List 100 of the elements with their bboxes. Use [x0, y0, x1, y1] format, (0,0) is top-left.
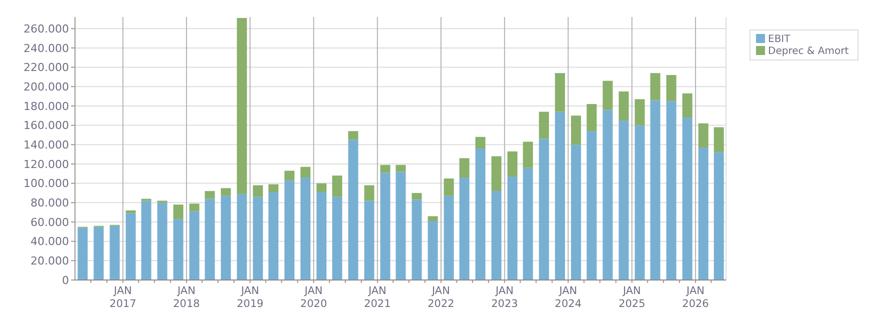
- bar: [141, 200, 152, 280]
- bar: [586, 104, 597, 132]
- bar: [268, 192, 278, 280]
- y-tick-label: 260.000: [24, 22, 69, 36]
- bar: [364, 200, 374, 280]
- bar: [507, 151, 518, 177]
- bar: [618, 91, 629, 120]
- bar: [380, 164, 390, 173]
- bar: [475, 136, 486, 148]
- bar: [189, 211, 200, 280]
- bar: [110, 226, 120, 280]
- bar: [220, 196, 231, 280]
- y-tick-label: 140.000: [24, 138, 69, 152]
- bar: [78, 228, 88, 280]
- bar: [650, 73, 660, 100]
- legend-label: EBIT: [768, 34, 792, 45]
- y-tick-label: 160.000: [24, 119, 69, 132]
- bar: [444, 178, 454, 196]
- bar: [396, 164, 406, 172]
- bar: [475, 148, 486, 280]
- x-tick-label: JAN 2017: [110, 285, 136, 310]
- bar: [412, 192, 422, 200]
- bar: [220, 188, 231, 196]
- bar: [126, 213, 136, 280]
- bar: [284, 170, 294, 180]
- bar: [507, 176, 518, 280]
- bar: [94, 226, 104, 280]
- bar: [586, 131, 597, 280]
- bar: [157, 202, 168, 280]
- x-tick-label: JAN 2024: [554, 285, 582, 310]
- bar: [332, 176, 342, 197]
- bar: [714, 152, 724, 280]
- bar: [252, 185, 263, 197]
- bar: [554, 112, 565, 280]
- bar: [252, 196, 263, 280]
- bar: [396, 172, 406, 280]
- bar: [236, 18, 247, 194]
- bar: [364, 185, 374, 201]
- bar: [554, 73, 565, 112]
- x-tick-label: JAN 2022: [428, 285, 454, 310]
- bar: [332, 196, 342, 280]
- bar: [666, 75, 676, 102]
- bar: [236, 194, 247, 280]
- y-tick-label: 60.000: [30, 216, 69, 229]
- x-tick-label: JAN 2023: [491, 285, 518, 310]
- bar: [380, 172, 390, 280]
- bar: [428, 221, 438, 280]
- bar: [634, 99, 645, 126]
- bar: [634, 125, 645, 280]
- bar: [204, 191, 215, 199]
- bar: [522, 168, 533, 280]
- bar: [189, 204, 200, 212]
- bar: [173, 204, 184, 220]
- x-tick-label: JAN 2020: [300, 285, 328, 310]
- bar: [173, 219, 184, 280]
- y-tick-label: 220.000: [24, 61, 69, 74]
- y-tick-label: 80.000: [30, 196, 69, 210]
- bar: [666, 101, 676, 280]
- x-tick-label: JAN 2018: [173, 285, 200, 310]
- y-tick-label: 120.000: [24, 158, 69, 171]
- bar: [522, 142, 533, 168]
- y-tick-label: 100.000: [24, 177, 69, 190]
- bar: [348, 131, 358, 140]
- bar: [316, 192, 327, 280]
- bar: [698, 123, 708, 148]
- bar: [300, 166, 310, 178]
- bar: [602, 80, 613, 110]
- y-tick-label: 240.000: [24, 42, 69, 55]
- bar: [459, 178, 470, 280]
- x-tick-label: JAN 2019: [236, 285, 264, 310]
- bar: [538, 112, 549, 139]
- bar: [714, 127, 724, 152]
- x-tick-label: JAN 2025: [618, 285, 646, 310]
- legend-label: Deprec & Amort: [768, 46, 849, 57]
- bar: [428, 216, 438, 222]
- bar: [491, 156, 502, 192]
- bar: [316, 183, 327, 192]
- bar: [126, 210, 136, 214]
- x-tick-label: JAN 2021: [364, 285, 391, 310]
- bar: [284, 180, 294, 280]
- y-tick-label: 180.000: [24, 100, 69, 113]
- bar: [348, 140, 358, 280]
- y-tick-label: 40.000: [30, 235, 69, 248]
- y-tick-label: 0: [62, 274, 69, 287]
- bar: [300, 178, 310, 280]
- bar: [602, 110, 613, 280]
- bar: [538, 138, 549, 280]
- bar: [682, 118, 692, 280]
- x-tick-label: JAN 2026: [682, 285, 710, 310]
- bar: [650, 100, 660, 280]
- y-tick-label: 200.000: [24, 80, 69, 94]
- bar: [444, 196, 454, 280]
- y-tick-label: 20.000: [30, 254, 69, 268]
- bar: [204, 198, 215, 280]
- bar: [618, 120, 629, 280]
- bar: [698, 148, 708, 280]
- bar: [571, 144, 582, 280]
- bar: [571, 116, 582, 145]
- bar: [412, 200, 422, 280]
- bar: [268, 184, 278, 192]
